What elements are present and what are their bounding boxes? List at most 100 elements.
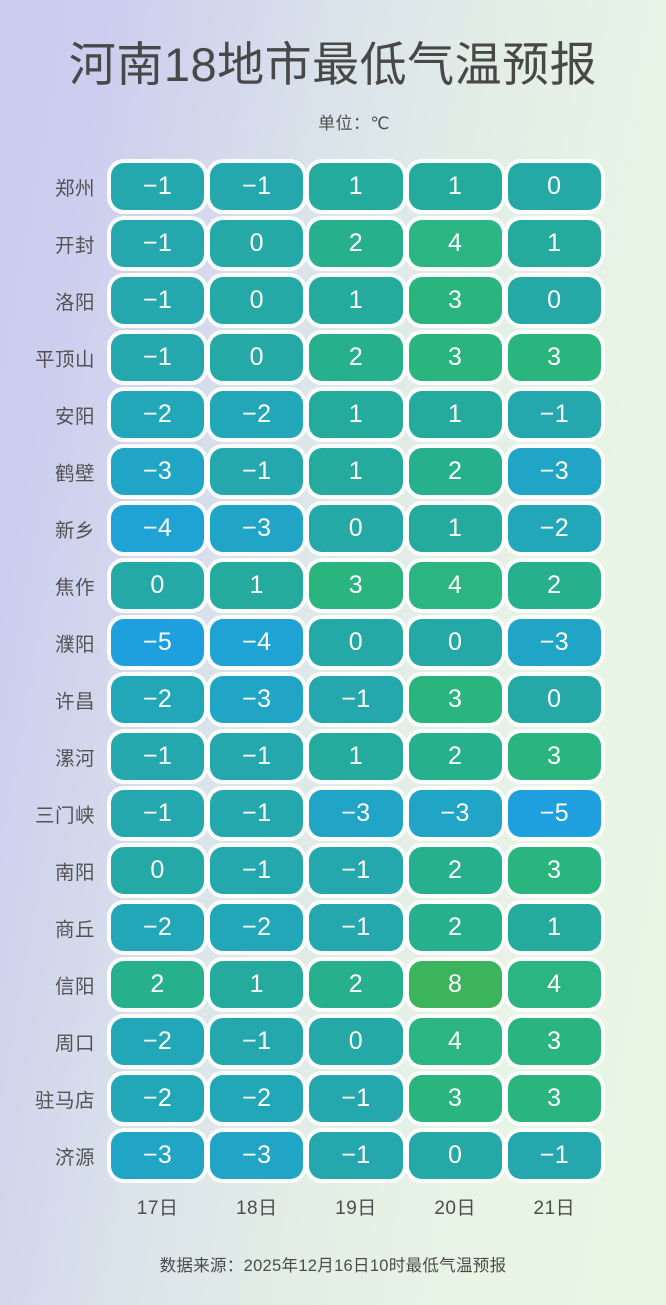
temperature-chip: 1	[309, 390, 403, 438]
temperature-cell: −1	[207, 158, 306, 215]
temperature-chip: −2	[111, 390, 205, 438]
temperature-cell: −1	[306, 1070, 405, 1127]
temperature-cell: 3	[306, 557, 405, 614]
temperature-cell: 1	[306, 728, 405, 785]
temperature-chip: 1	[210, 960, 304, 1008]
table-row: 商丘 −2 −2 −1 2 1	[0, 899, 604, 956]
temperature-chip: −1	[309, 675, 403, 723]
temperature-cell: 0	[306, 1013, 405, 1070]
temperature-chip: −1	[111, 162, 205, 210]
temperature-cell: −3	[108, 1127, 207, 1184]
temperature-cell: 4	[406, 1013, 505, 1070]
temperature-cell: 2	[306, 215, 405, 272]
temperature-cell: −2	[207, 899, 306, 956]
page-title: 河南18地市最低气温预报	[68, 38, 598, 91]
temperature-cell: −1	[108, 158, 207, 215]
temperature-cell: −3	[406, 785, 505, 842]
temperature-cell: 3	[505, 329, 604, 386]
temperature-chip: −3	[210, 504, 304, 552]
table-row: 信阳 2 1 2 8 4	[0, 956, 604, 1013]
heatmap-grid-wrapper: 郑州 −1 −1 1 1 0 开封 −1 0 2 4 1 洛阳 −1 0 1 3 0 平顶山 −1 0 2 3 3 安阳 −2 −2…	[0, 158, 666, 1230]
temperature-cell: 3	[505, 728, 604, 785]
temperature-chip: −1	[111, 219, 205, 267]
temperature-chip: −1	[507, 1131, 601, 1179]
temperature-chip: −1	[507, 390, 601, 438]
temperature-cell: 1	[207, 956, 306, 1013]
temperature-chip: −1	[111, 789, 205, 837]
temperature-cell: 3	[406, 272, 505, 329]
temperature-cell: −2	[108, 386, 207, 443]
city-label: 三门峡	[34, 804, 95, 827]
temperature-cell: −3	[505, 614, 604, 671]
temperature-cell: 0	[306, 500, 405, 557]
temperature-cell: −1	[505, 1127, 604, 1184]
temperature-chip: 1	[507, 903, 601, 951]
table-row: 济源 −3 −3 −1 0 −1	[0, 1127, 604, 1184]
temperature-cell: 0	[207, 329, 306, 386]
temperature-cell: 0	[207, 272, 306, 329]
temperature-cell: −4	[108, 500, 207, 557]
temperature-heatmap-table: 郑州 −1 −1 1 1 0 开封 −1 0 2 4 1 洛阳 −1 0 1 3 0 平顶山 −1 0 2 3 3 安阳 −2 −2…	[0, 158, 604, 1230]
temperature-chip: 0	[408, 1131, 502, 1179]
temperature-chip: 0	[507, 675, 601, 723]
city-label: 周口	[54, 1032, 95, 1055]
temperature-cell: −1	[207, 443, 306, 500]
table-row: 开封 −1 0 2 4 1	[0, 215, 604, 272]
temperature-cell: −1	[207, 728, 306, 785]
city-label: 开封	[54, 234, 95, 257]
table-row: 平顶山 −1 0 2 3 3	[0, 329, 604, 386]
temperature-chip: −2	[111, 1074, 205, 1122]
temperature-chip: 2	[309, 960, 403, 1008]
city-label: 焦作	[54, 576, 95, 599]
temperature-chip: −1	[210, 447, 304, 495]
temperature-chip: 3	[408, 276, 502, 324]
temperature-cell: 1	[306, 386, 405, 443]
temperature-chip: 0	[507, 162, 601, 210]
temperature-cell: 1	[406, 158, 505, 215]
temperature-chip: −1	[210, 162, 304, 210]
temperature-cell: −1	[306, 671, 405, 728]
temperature-chip: −1	[309, 846, 403, 894]
temperature-cell: 2	[306, 329, 405, 386]
temperature-cell: −1	[207, 1013, 306, 1070]
table-row: 安阳 −2 −2 1 1 −1	[0, 386, 604, 443]
temperature-chip: −3	[210, 675, 304, 723]
temperature-cell: −1	[306, 842, 405, 899]
city-label: 商丘	[54, 918, 95, 941]
temperature-chip: −5	[111, 618, 205, 666]
temperature-cell: −3	[108, 443, 207, 500]
temperature-chip: −1	[210, 789, 304, 837]
table-row: 三门峡 −1 −1 −3 −3 −5	[0, 785, 604, 842]
temperature-cell: 2	[505, 557, 604, 614]
city-label: 信阳	[54, 975, 95, 998]
city-label: 济源	[54, 1146, 95, 1169]
temperature-cell: 3	[505, 1070, 604, 1127]
city-label: 鹤壁	[54, 462, 95, 485]
temperature-cell: 0	[406, 614, 505, 671]
date-axis-label: 19日	[335, 1198, 377, 1220]
temperature-cell: −3	[207, 1127, 306, 1184]
city-label: 郑州	[54, 177, 95, 200]
temperature-cell: 2	[406, 899, 505, 956]
temperature-cell: 2	[406, 842, 505, 899]
temperature-cell: −1	[108, 728, 207, 785]
temperature-cell: 0	[505, 158, 604, 215]
temperature-cell: −1	[108, 785, 207, 842]
temperature-cell: −1	[505, 386, 604, 443]
temperature-chip: 3	[507, 732, 601, 780]
temperature-chip: 1	[309, 162, 403, 210]
temperature-chip: 0	[408, 618, 502, 666]
temperature-chip: −3	[408, 789, 502, 837]
temperature-chip: −4	[210, 618, 304, 666]
temperature-cell: −1	[108, 329, 207, 386]
temperature-cell: 2	[406, 443, 505, 500]
temperature-cell: −2	[108, 899, 207, 956]
temperature-cell: 1	[207, 557, 306, 614]
temperature-chip: 0	[210, 276, 304, 324]
temperature-chip: 3	[507, 846, 601, 894]
temperature-chip: 4	[408, 561, 502, 609]
temperature-chip: −1	[210, 1017, 304, 1065]
temperature-chip: −1	[309, 1131, 403, 1179]
temperature-chip: −3	[111, 1131, 205, 1179]
temperature-chip: 8	[408, 960, 502, 1008]
